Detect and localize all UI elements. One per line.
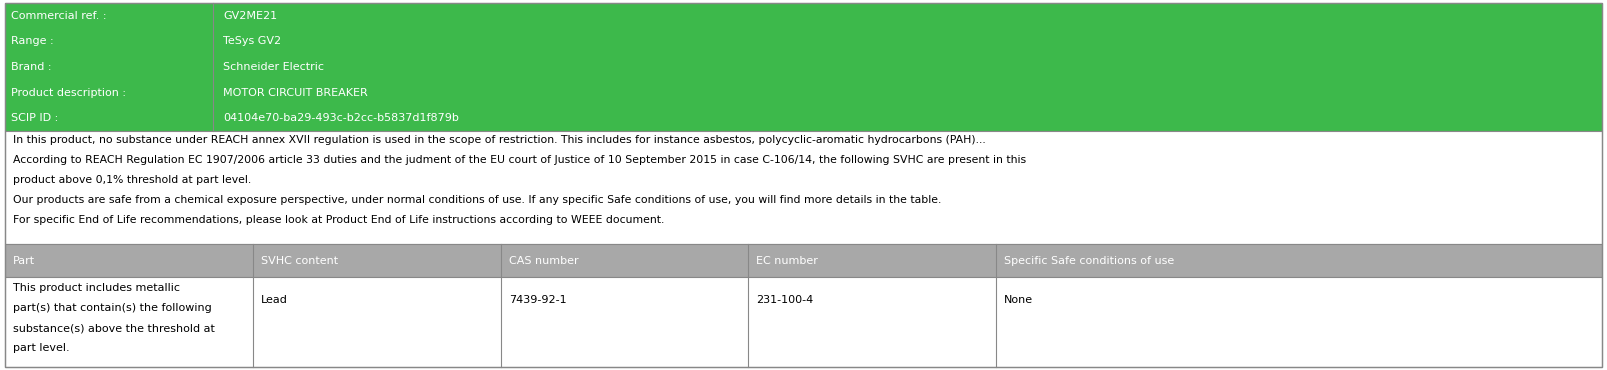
Text: Our products are safe from a chemical exposure perspective, under normal conditi: Our products are safe from a chemical ex… <box>13 195 942 205</box>
Text: 04104e70-ba29-493c-b2cc-b5837d1f879b: 04104e70-ba29-493c-b2cc-b5837d1f879b <box>223 113 458 123</box>
Text: Specific Safe conditions of use: Specific Safe conditions of use <box>1004 256 1175 266</box>
FancyBboxPatch shape <box>5 131 1602 244</box>
Text: Part: Part <box>13 256 35 266</box>
Text: CAS number: CAS number <box>509 256 579 266</box>
FancyBboxPatch shape <box>5 244 1602 277</box>
Text: part level.: part level. <box>13 343 69 353</box>
Text: part(s) that contain(s) the following: part(s) that contain(s) the following <box>13 303 212 313</box>
Text: SVHC content: SVHC content <box>262 256 339 266</box>
Text: For specific End of Life recommendations, please look at Product End of Life ins: For specific End of Life recommendations… <box>13 215 664 225</box>
Text: Commercial ref. :: Commercial ref. : <box>11 11 106 21</box>
Text: This product includes metallic: This product includes metallic <box>13 283 180 293</box>
Text: SCIP ID :: SCIP ID : <box>11 113 58 123</box>
Text: Schneider Electric: Schneider Electric <box>223 62 325 72</box>
Text: GV2ME21: GV2ME21 <box>223 11 276 21</box>
Text: 231-100-4: 231-100-4 <box>757 295 813 305</box>
Text: None: None <box>1004 295 1033 305</box>
Text: Product description :: Product description : <box>11 88 127 98</box>
Text: In this product, no substance under REACH annex XVII regulation is used in the s: In this product, no substance under REAC… <box>13 135 985 145</box>
Text: Range :: Range : <box>11 36 55 46</box>
Text: product above 0,1% threshold at part level.: product above 0,1% threshold at part lev… <box>13 175 251 185</box>
Text: substance(s) above the threshold at: substance(s) above the threshold at <box>13 323 215 333</box>
Text: MOTOR CIRCUIT BREAKER: MOTOR CIRCUIT BREAKER <box>223 88 368 98</box>
Text: 7439-92-1: 7439-92-1 <box>509 295 566 305</box>
Text: According to REACH Regulation EC 1907/2006 article 33 duties and the judment of : According to REACH Regulation EC 1907/20… <box>13 155 1025 165</box>
Text: Lead: Lead <box>262 295 288 305</box>
Text: EC number: EC number <box>757 256 818 266</box>
FancyBboxPatch shape <box>5 3 1602 131</box>
Text: Brand :: Brand : <box>11 62 51 72</box>
Text: TeSys GV2: TeSys GV2 <box>223 36 281 46</box>
FancyBboxPatch shape <box>5 277 1602 367</box>
